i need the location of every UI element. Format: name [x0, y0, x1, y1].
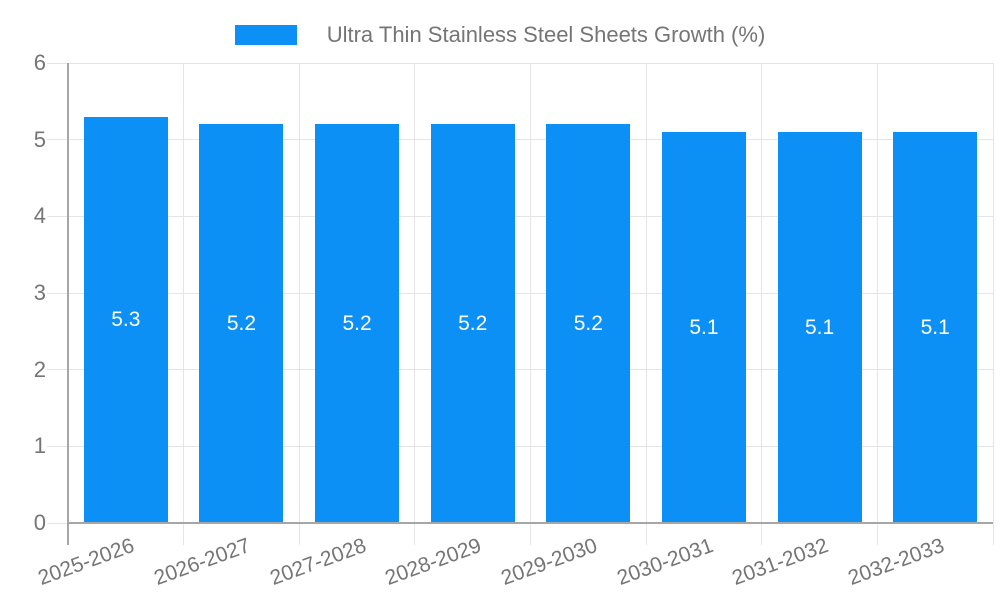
- y-gridline: [68, 62, 993, 64]
- x-gridline: [298, 63, 300, 545]
- x-tick-label: 2029-2030: [497, 534, 601, 590]
- y-tick: [47, 522, 68, 524]
- y-tick-label: 4: [33, 203, 46, 229]
- x-tick-label: 2028-2029: [382, 534, 485, 590]
- y-tick: [47, 369, 68, 371]
- bar[interactable]: [546, 124, 631, 523]
- bar[interactable]: [777, 132, 862, 523]
- y-tick: [47, 445, 68, 447]
- x-gridline: [992, 63, 994, 545]
- y-tick: [47, 292, 68, 294]
- y-tick-label: 5: [33, 126, 46, 152]
- x-gridline: [876, 63, 878, 545]
- bar[interactable]: [661, 132, 746, 523]
- y-tick-label: 2: [33, 356, 46, 382]
- x-gridline: [761, 63, 763, 545]
- bar[interactable]: [315, 124, 400, 523]
- y-tick-label: 6: [33, 50, 46, 75]
- y-tick-label: 3: [33, 280, 46, 305]
- x-tick-label: 2031-2032: [729, 534, 832, 590]
- y-tick-label: 1: [33, 433, 46, 459]
- y-axis-line: [67, 63, 69, 545]
- y-tick: [47, 215, 68, 217]
- x-gridline: [183, 63, 185, 545]
- y-tick: [47, 62, 68, 64]
- x-gridline: [645, 63, 647, 545]
- x-tick-label: 2026-2027: [151, 534, 254, 590]
- legend-label: Ultra Thin Stainless Steel Sheets Growth…: [326, 22, 766, 47]
- legend-swatch: [234, 25, 297, 45]
- legend-item[interactable]: Ultra Thin Stainless Steel Sheets Growth…: [234, 22, 766, 48]
- x-tick-label: 2032-2033: [844, 534, 948, 590]
- y-tick: [47, 139, 68, 141]
- bar[interactable]: [893, 132, 978, 523]
- bar[interactable]: [83, 116, 168, 523]
- y-tick-label: 0: [33, 510, 46, 535]
- legend: Ultra Thin Stainless Steel Sheets Growth…: [0, 22, 1000, 48]
- x-tick-label: 2027-2028: [266, 534, 369, 590]
- bar[interactable]: [430, 124, 515, 523]
- x-gridline: [530, 63, 531, 545]
- x-tick-label: 2025-2026: [35, 534, 138, 590]
- bar[interactable]: [199, 124, 284, 523]
- x-gridline: [414, 63, 416, 545]
- x-tick-label: 2030-2031: [613, 534, 716, 590]
